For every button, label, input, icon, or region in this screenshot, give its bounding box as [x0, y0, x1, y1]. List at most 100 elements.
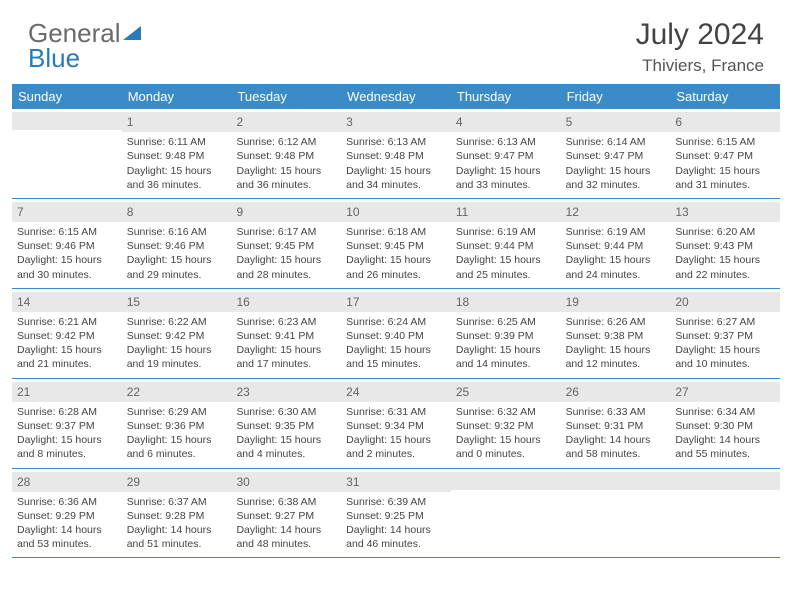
day-cell: 22Sunrise: 6:29 AMSunset: 9:36 PMDayligh… [122, 379, 232, 468]
sunset-text: Sunset: 9:32 PM [456, 419, 556, 433]
sunrise-text: Sunrise: 6:33 AM [566, 405, 666, 419]
daylight-text: Daylight: 15 hours and 17 minutes. [236, 343, 336, 371]
day-cell: 21Sunrise: 6:28 AMSunset: 9:37 PMDayligh… [12, 379, 122, 468]
day-number: 16 [231, 292, 341, 312]
sunset-text: Sunset: 9:31 PM [566, 419, 666, 433]
day-cell: 25Sunrise: 6:32 AMSunset: 9:32 PMDayligh… [451, 379, 561, 468]
logo: GeneralBlue [28, 18, 141, 74]
day-cell [561, 469, 671, 558]
title-block: July 2024 Thiviers, France [636, 18, 764, 76]
sunrise-text: Sunrise: 6:20 AM [675, 225, 775, 239]
sunrise-text: Sunrise: 6:18 AM [346, 225, 446, 239]
day-cell: 18Sunrise: 6:25 AMSunset: 9:39 PMDayligh… [451, 289, 561, 378]
sunset-text: Sunset: 9:37 PM [675, 329, 775, 343]
week-row: 21Sunrise: 6:28 AMSunset: 9:37 PMDayligh… [12, 379, 780, 469]
triangle-icon [123, 26, 141, 40]
daylight-text: Daylight: 15 hours and 26 minutes. [346, 253, 446, 281]
sunrise-text: Sunrise: 6:15 AM [675, 135, 775, 149]
sunrise-text: Sunrise: 6:16 AM [127, 225, 227, 239]
daylight-text: Daylight: 14 hours and 48 minutes. [236, 523, 336, 551]
daylight-text: Daylight: 15 hours and 31 minutes. [675, 164, 775, 192]
sunrise-text: Sunrise: 6:38 AM [236, 495, 336, 509]
header: GeneralBlue July 2024 Thiviers, France [0, 0, 792, 84]
dow-tuesday: Tuesday [231, 84, 341, 109]
dow-monday: Monday [122, 84, 232, 109]
daylight-text: Daylight: 14 hours and 51 minutes. [127, 523, 227, 551]
day-number: 9 [231, 202, 341, 222]
day-number: 7 [12, 202, 122, 222]
sunset-text: Sunset: 9:44 PM [456, 239, 556, 253]
sunrise-text: Sunrise: 6:39 AM [346, 495, 446, 509]
sunrise-text: Sunrise: 6:30 AM [236, 405, 336, 419]
dow-sunday: Sunday [12, 84, 122, 109]
day-cell: 20Sunrise: 6:27 AMSunset: 9:37 PMDayligh… [670, 289, 780, 378]
sunrise-text: Sunrise: 6:15 AM [17, 225, 117, 239]
daylight-text: Daylight: 15 hours and 12 minutes. [566, 343, 666, 371]
sunset-text: Sunset: 9:47 PM [566, 149, 666, 163]
day-cell: 30 Sunrise: 6:38 AMSunset: 9:27 PMDayligh… [231, 469, 341, 558]
sunset-text: Sunset: 9:47 PM [675, 149, 775, 163]
sunrise-text: Sunrise: 6:19 AM [456, 225, 556, 239]
day-cell: 13Sunrise: 6:20 AMSunset: 9:43 PMDayligh… [670, 199, 780, 288]
day-number: 30 [231, 472, 341, 492]
sunset-text: Sunset: 9:42 PM [127, 329, 227, 343]
sunset-text: Sunset: 9:39 PM [456, 329, 556, 343]
sunrise-text: Sunrise: 6:13 AM [346, 135, 446, 149]
day-number: 31 [341, 472, 451, 492]
sunset-text: Sunset: 9:37 PM [17, 419, 117, 433]
sunset-text: Sunset: 9:29 PM [17, 509, 117, 523]
day-cell: 27Sunrise: 6:34 AMSunset: 9:30 PMDayligh… [670, 379, 780, 468]
day-cell: 10Sunrise: 6:18 AMSunset: 9:45 PMDayligh… [341, 199, 451, 288]
sunrise-text: Sunrise: 6:27 AM [675, 315, 775, 329]
daylight-text: Daylight: 15 hours and 4 minutes. [236, 433, 336, 461]
day-number: 20 [670, 292, 780, 312]
dow-saturday: Saturday [670, 84, 780, 109]
day-number: 28 [12, 472, 122, 492]
day-cell [12, 109, 122, 198]
day-number: 6 [670, 112, 780, 132]
daylight-text: Daylight: 15 hours and 14 minutes. [456, 343, 556, 371]
dow-thursday: Thursday [451, 84, 561, 109]
daylight-text: Daylight: 15 hours and 33 minutes. [456, 164, 556, 192]
sunset-text: Sunset: 9:46 PM [127, 239, 227, 253]
day-cell [451, 469, 561, 558]
day-cell: 6 Sunrise: 6:15 AMSunset: 9:47 PMDaylight… [670, 109, 780, 198]
day-of-week-header: Sunday Monday Tuesday Wednesday Thursday… [12, 84, 780, 109]
sunset-text: Sunset: 9:41 PM [236, 329, 336, 343]
daylight-text: Daylight: 15 hours and 2 minutes. [346, 433, 446, 461]
day-number: 3 [341, 112, 451, 132]
week-row: 14Sunrise: 6:21 AMSunset: 9:42 PMDayligh… [12, 289, 780, 379]
day-cell: 9Sunrise: 6:17 AMSunset: 9:45 PMDaylight… [231, 199, 341, 288]
sunset-text: Sunset: 9:45 PM [346, 239, 446, 253]
day-number: 15 [122, 292, 232, 312]
daylight-text: Daylight: 15 hours and 36 minutes. [236, 164, 336, 192]
daylight-text: Daylight: 15 hours and 19 minutes. [127, 343, 227, 371]
sunset-text: Sunset: 9:40 PM [346, 329, 446, 343]
day-cell: 12Sunrise: 6:19 AMSunset: 9:44 PMDayligh… [561, 199, 671, 288]
sunset-text: Sunset: 9:48 PM [236, 149, 336, 163]
dow-friday: Friday [561, 84, 671, 109]
sunrise-text: Sunrise: 6:24 AM [346, 315, 446, 329]
day-number: 23 [231, 382, 341, 402]
day-number: 29 [122, 472, 232, 492]
sunset-text: Sunset: 9:27 PM [236, 509, 336, 523]
day-number: 22 [122, 382, 232, 402]
daylight-text: Daylight: 14 hours and 46 minutes. [346, 523, 446, 551]
day-number: 21 [12, 382, 122, 402]
sunrise-text: Sunrise: 6:17 AM [236, 225, 336, 239]
day-cell: 23 Sunrise: 6:30 AMSunset: 9:35 PMDayligh… [231, 379, 341, 468]
sunset-text: Sunset: 9:46 PM [17, 239, 117, 253]
daylight-text: Daylight: 15 hours and 15 minutes. [346, 343, 446, 371]
sunset-text: Sunset: 9:35 PM [236, 419, 336, 433]
daylight-text: Daylight: 15 hours and 21 minutes. [17, 343, 117, 371]
sunrise-text: Sunrise: 6:21 AM [17, 315, 117, 329]
day-cell: 17Sunrise: 6:24 AMSunset: 9:40 PMDayligh… [341, 289, 451, 378]
day-cell: 4Sunrise: 6:13 AMSunset: 9:47 PMDaylight… [451, 109, 561, 198]
day-cell: 19Sunrise: 6:26 AMSunset: 9:38 PMDayligh… [561, 289, 671, 378]
sunset-text: Sunset: 9:38 PM [566, 329, 666, 343]
daylight-text: Daylight: 15 hours and 29 minutes. [127, 253, 227, 281]
day-cell [670, 469, 780, 558]
day-number: 18 [451, 292, 561, 312]
day-cell: 5Sunrise: 6:14 AMSunset: 9:47 PMDaylight… [561, 109, 671, 198]
sunrise-text: Sunrise: 6:32 AM [456, 405, 556, 419]
